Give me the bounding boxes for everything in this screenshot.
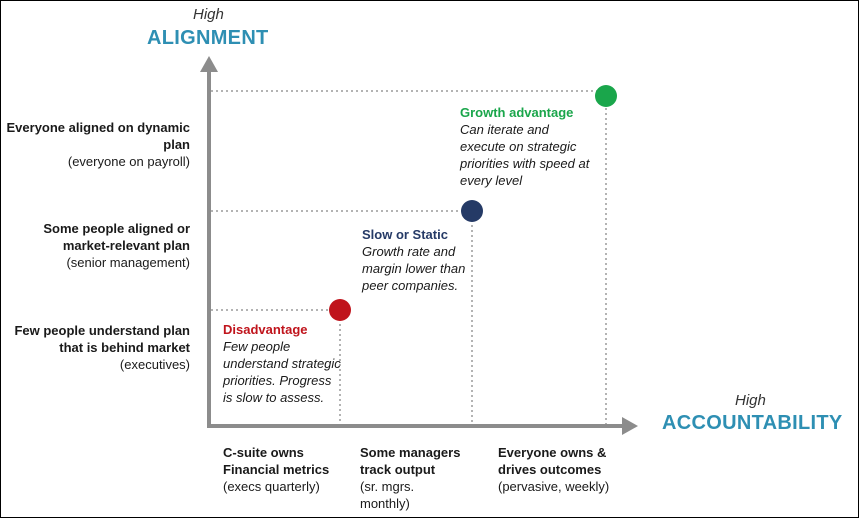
y-level-mid-note: (senior management): [66, 255, 190, 270]
y-level-high-title: Everyone aligned on dynamic plan: [6, 120, 191, 152]
y-axis-high-label: High: [193, 6, 224, 23]
x-axis-high-label: High: [735, 392, 766, 409]
disadvantage-title: Disadvantage: [223, 322, 308, 337]
x-axis-arrowhead: [622, 417, 638, 435]
y-level-mid-title: Some people aligned or market-relevant p…: [43, 221, 190, 253]
disadvantage-desc: Few people understand strategic prioriti…: [223, 339, 341, 405]
growth-advantage-title: Growth advantage: [460, 105, 574, 120]
annotation-disadvantage: Disadvantage Few people understand strat…: [223, 321, 341, 406]
x-level-low-note: (execs quarterly): [223, 479, 320, 494]
x-level-mid-title: Some managers track output: [360, 445, 461, 477]
growth-advantage-desc: Can iterate and execute on strategic pri…: [460, 122, 590, 188]
x-level-mid: Some managers track output (sr. mgrs. mo…: [360, 444, 465, 512]
y-axis-title: ALIGNMENT: [147, 27, 269, 49]
y-level-mid: Some people aligned or market-relevant p…: [0, 220, 190, 271]
slow-or-static-desc: Growth rate and margin lower than peer c…: [362, 244, 466, 293]
slow-or-static-title: Slow or Static: [362, 227, 448, 242]
y-level-high: Everyone aligned on dynamic plan (everyo…: [0, 119, 191, 170]
x-axis-title: ACCOUNTABILITY: [662, 412, 843, 434]
y-level-low: Few people understand plan that is behin…: [0, 322, 190, 373]
x-level-low: C-suite owns Financial metrics (execs qu…: [223, 444, 333, 495]
y-axis-arrowhead: [200, 56, 218, 72]
x-level-mid-note: (sr. mgrs. monthly): [360, 479, 415, 511]
point-disadvantage: [329, 299, 351, 321]
x-level-high-note: (pervasive, weekly): [498, 479, 610, 494]
x-level-high-title: Everyone owns & drives outcomes: [498, 445, 607, 477]
annotation-growth-advantage: Growth advantage Can iterate and execute…: [460, 104, 590, 189]
y-level-high-note: (everyone on payroll): [67, 154, 190, 169]
y-level-low-title: Few people understand plan that is behin…: [14, 323, 190, 355]
y-level-low-note: (executives): [119, 357, 190, 372]
annotation-slow-or-static: Slow or Static Growth rate and margin lo…: [362, 226, 467, 294]
x-level-low-title: C-suite owns Financial metrics: [223, 445, 330, 477]
point-slow-or-static: [461, 200, 483, 222]
x-level-high: Everyone owns & drives outcomes (pervasi…: [498, 444, 628, 495]
point-growth-advantage: [595, 85, 617, 107]
